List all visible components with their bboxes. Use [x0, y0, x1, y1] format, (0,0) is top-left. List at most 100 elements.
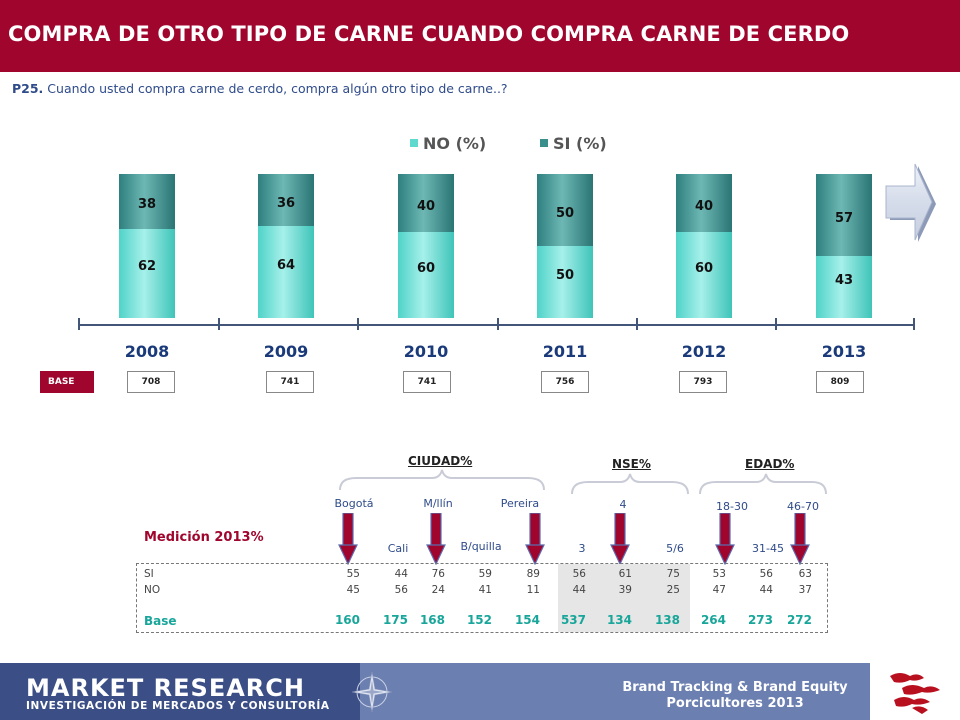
data-label-no-2011: 50: [555, 268, 575, 283]
question-text: P25. Cuando usted compra carne de cerdo,…: [12, 81, 508, 96]
legend-si: SI (%): [540, 134, 607, 153]
table-cell-base: 154: [514, 613, 540, 627]
base-value-2010: 741: [403, 371, 451, 393]
table-cell-no: 25: [666, 584, 680, 596]
x-tick-label-2009: 2009: [263, 342, 309, 361]
x-axis-tick: [636, 318, 638, 330]
x-axis-tick: [913, 318, 915, 330]
down-arrow-icon: [610, 513, 630, 565]
row-label-no: NO: [144, 584, 161, 596]
down-arrow-icon: [426, 513, 446, 565]
x-tick-label-2013: 2013: [821, 342, 867, 361]
footer-line-2: Porcicultores 2013: [666, 696, 804, 711]
bar-segment-no-2009: [258, 225, 314, 318]
base-value-2009: 741: [266, 371, 314, 393]
footer-line-1: Brand Tracking & Brand Equity: [622, 680, 848, 695]
bar-2013: 57 43: [816, 174, 872, 318]
x-axis-tick: [78, 318, 80, 330]
table-cell-base: 160: [334, 613, 360, 627]
data-label-no-2009: 64: [276, 257, 296, 273]
x-axis-tick: [357, 318, 359, 330]
down-arrow-icon: [715, 513, 735, 565]
measurement-label: Medición 2013%: [144, 530, 264, 545]
bar-segment-no-2012: [676, 231, 732, 318]
table-cell-si: 75: [666, 568, 680, 580]
legend-swatch-si: [540, 139, 548, 147]
table-cell-base: 537: [560, 613, 586, 627]
table-cell-si: 55: [346, 568, 360, 580]
data-label-si-2008: 38: [137, 197, 157, 213]
x-tick-label-2010: 2010: [403, 342, 449, 361]
nse-shade: [558, 564, 690, 632]
slide-title: COMPRA DE OTRO TIPO DE CARNE CUANDO COMP…: [8, 22, 850, 46]
table-cell-si: 59: [478, 568, 492, 580]
segment-label: 5/6: [666, 542, 684, 555]
row-label-base: Base: [144, 614, 177, 628]
data-label-no-2012: 60: [694, 260, 714, 276]
table-cell-base: 134: [606, 613, 632, 627]
data-label-no-2008: 62: [137, 259, 157, 275]
footer-brand-panel: [0, 663, 360, 720]
table-cell-no: 56: [394, 584, 408, 596]
table-cell-si: 56: [759, 568, 773, 580]
title-bar: [0, 0, 960, 72]
table-cell-base: 273: [747, 613, 773, 627]
compass-rose-icon: [351, 671, 393, 713]
base-value-2008: 708: [127, 371, 175, 393]
data-label-no-2010: 60: [416, 260, 436, 276]
row-label-si: SI: [144, 568, 154, 580]
bar-segment-no-2010: [398, 231, 454, 318]
bar-segment-si-2009: [258, 174, 314, 226]
bar-segment-no-2013: [816, 256, 872, 318]
legend-label-no: NO (%): [423, 134, 487, 153]
bar-segment-no-2011: [537, 246, 593, 318]
bar-segment-si-2013: [816, 174, 872, 257]
table-cell-si: 63: [798, 568, 812, 580]
segment-label: 4: [619, 498, 627, 511]
table-cell-si: 76: [431, 568, 445, 580]
base-value-2011: 756: [541, 371, 589, 393]
x-axis-line: [78, 324, 915, 326]
data-label-si-2011: 50: [555, 206, 575, 221]
table-cell-no: 44: [572, 584, 586, 596]
data-label-no-2013: 43: [834, 273, 854, 289]
question-body: Cuando usted compra carne de cerdo, comp…: [47, 81, 508, 96]
table-cell-si: 56: [572, 568, 586, 580]
table-cell-si: 44: [394, 568, 408, 580]
segment-label: Pereira: [500, 497, 540, 510]
table-cell-base: 168: [419, 613, 445, 627]
group-title-edad: EDAD%: [745, 457, 795, 471]
table-cell-no: 37: [798, 584, 812, 596]
group-title-nse: NSE%: [612, 457, 651, 471]
x-axis-tick: [775, 318, 777, 330]
bar-2010: 40 60: [398, 174, 454, 318]
legend-swatch-no: [410, 139, 418, 147]
bar-segment-no-2008: [119, 228, 175, 318]
table-cell-base: 264: [700, 613, 726, 627]
bar-segment-si-2010: [398, 174, 454, 232]
data-label-si-2009: 36: [276, 195, 296, 211]
data-label-si-2010: 40: [416, 198, 436, 214]
base-value-2012: 793: [679, 371, 727, 393]
next-arrow-icon[interactable]: [880, 162, 940, 246]
base-value-2013: 809: [816, 371, 864, 393]
x-axis-tick: [497, 318, 499, 330]
segment-label: 3: [578, 542, 586, 555]
question-code: P25.: [12, 81, 44, 96]
segment-label: Cali: [387, 542, 409, 555]
down-arrow-icon: [525, 513, 545, 565]
table-cell-base: 138: [654, 613, 680, 627]
porcicultores-logo-icon: [890, 673, 940, 714]
bar-segment-si-2008: [119, 174, 175, 229]
bar-segment-si-2012: [676, 174, 732, 232]
table-cell-no: 41: [478, 584, 492, 596]
x-tick-label-2012: 2012: [681, 342, 727, 361]
base-label: BASE: [40, 371, 94, 393]
brand-title: MARKET RESEARCH: [26, 674, 305, 702]
segment-label: 31-45: [752, 542, 784, 555]
x-tick-label-2008: 2008: [124, 342, 170, 361]
brand-subtitle: INVESTIGACIÓN DE MERCADOS Y CONSULTORÍA: [26, 700, 330, 712]
table-cell-no: 39: [618, 584, 632, 596]
group-title-ciudad: CIUDAD%: [408, 454, 473, 468]
table-cell-no: 11: [526, 584, 540, 596]
